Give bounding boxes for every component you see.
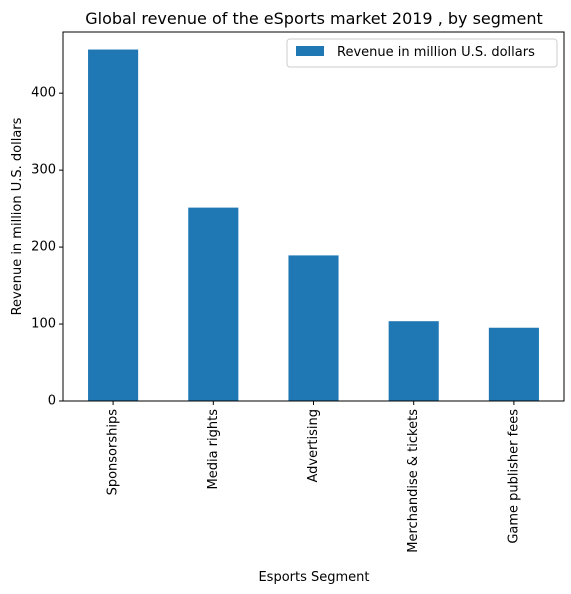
y-tick-label-1: 100: [31, 317, 56, 332]
y-tick-label-4: 400: [31, 86, 56, 101]
x-tick-label-2: Advertising: [306, 409, 321, 483]
x-tick-label-0: Sponsorships: [106, 409, 121, 496]
x-tick-label-1: Media rights: [206, 409, 221, 490]
bar-4: [488, 327, 539, 401]
bar-0: [88, 49, 139, 401]
y-tick-label-2: 200: [31, 240, 56, 255]
x-axis-ticks: Sponsorships Media rights Advertising Merch…: [106, 401, 521, 553]
bar-3: [388, 321, 439, 401]
bar-2: [288, 255, 339, 401]
x-tick-label-3: Merchandise & tickets: [406, 409, 421, 553]
legend-swatch: [296, 46, 324, 56]
bars-group: [88, 49, 539, 401]
y-tick-label-0: 0: [48, 394, 56, 409]
y-axis-ticks: 0 100 200 300 400: [31, 86, 63, 409]
bar-1: [188, 207, 239, 401]
plot-frame: [62, 31, 565, 402]
chart-title: Global revenue of the eSports market 201…: [85, 9, 543, 28]
y-tick-label-3: 300: [31, 163, 56, 178]
x-tick-label-4: Game publisher fees: [506, 409, 521, 544]
y-axis-label: Revenue in million U.S. dollars: [10, 117, 25, 315]
legend-box: [286, 38, 558, 68]
x-axis-label: Esports Segment: [258, 570, 369, 585]
legend-label: Revenue in million U.S. dollars: [337, 45, 535, 60]
legend: Revenue in million U.S. dollars: [286, 38, 558, 68]
